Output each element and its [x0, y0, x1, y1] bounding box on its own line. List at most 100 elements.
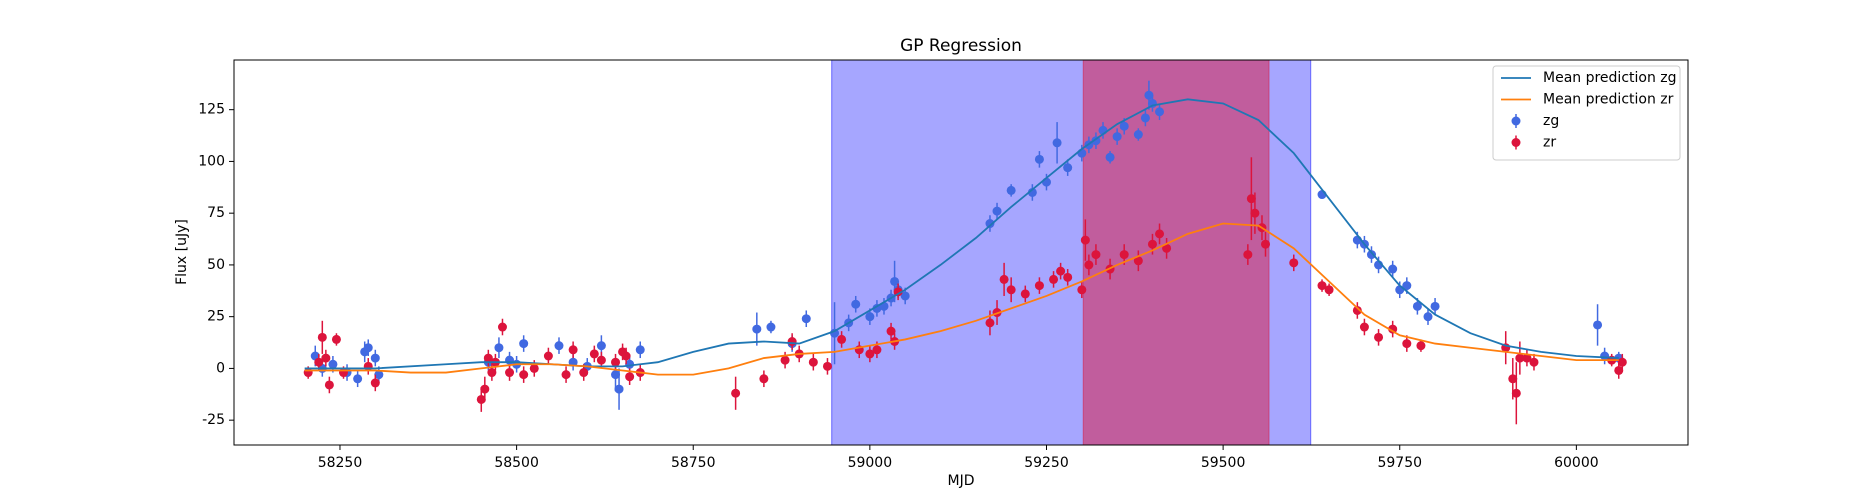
legend-marker: [1511, 138, 1521, 147]
data-point: [1388, 264, 1398, 274]
data-point: [363, 343, 373, 353]
data-point: [1020, 289, 1030, 299]
data-point: [872, 345, 882, 355]
data-point: [865, 312, 875, 322]
data-point: [1162, 243, 1172, 253]
data-point: [1388, 324, 1398, 334]
data-point: [321, 353, 331, 363]
data-point: [1027, 187, 1037, 197]
data-point: [1119, 250, 1129, 260]
data-point: [1261, 239, 1271, 249]
data-point: [1402, 339, 1412, 349]
data-point: [1155, 107, 1165, 117]
data-point: [611, 370, 621, 380]
data-point: [1105, 152, 1115, 162]
data-point: [1119, 121, 1129, 131]
legend: Mean prediction zg Mean prediction zr zg zr: [1492, 65, 1681, 161]
data-point: [476, 394, 486, 404]
x-tick-label: 58750: [671, 455, 716, 471]
plot-area: [303, 59, 1627, 446]
data-point: [317, 332, 327, 342]
legend-label: Mean prediction zr: [1543, 92, 1674, 108]
data-point: [611, 357, 621, 367]
data-point: [1056, 266, 1066, 276]
data-point: [497, 322, 507, 332]
data-point: [1529, 357, 1539, 367]
x-tick-label: 59750: [1377, 455, 1422, 471]
data-point: [621, 351, 631, 361]
data-point: [801, 314, 811, 324]
legend-marker: [1511, 116, 1521, 126]
data-point: [505, 368, 515, 378]
data-point: [1140, 113, 1150, 123]
data-point: [1515, 353, 1525, 363]
data-point: [1077, 285, 1087, 295]
data-point: [822, 361, 832, 371]
data-point: [900, 291, 910, 301]
data-point: [759, 374, 769, 384]
data-point: [370, 353, 380, 363]
mean-line: [304, 222, 1619, 376]
data-point: [370, 378, 380, 388]
data-point: [554, 341, 564, 351]
data-point: [579, 368, 589, 378]
data-point: [1155, 229, 1165, 239]
data-point: [1508, 374, 1518, 384]
data-point: [1617, 357, 1627, 367]
data-point: [830, 328, 840, 338]
data-point: [808, 357, 818, 367]
data-point: [1080, 235, 1090, 245]
data-point: [1423, 312, 1433, 322]
data-point: [1034, 154, 1044, 164]
data-point: [865, 349, 875, 359]
data-point: [1522, 353, 1532, 363]
data-point: [1034, 281, 1044, 291]
data-point: [985, 219, 995, 229]
data-point: [480, 384, 490, 394]
data-point: [752, 324, 762, 334]
data-point: [992, 206, 1002, 216]
data-point: [1317, 281, 1327, 291]
data-point: [543, 351, 553, 361]
data-point: [1250, 208, 1260, 218]
x-tick-label: 60000: [1554, 455, 1599, 471]
data-point: [1133, 256, 1143, 266]
y-tick-label: 0: [216, 360, 225, 376]
legend-label: Mean prediction zg: [1543, 70, 1677, 86]
data-point: [494, 343, 504, 353]
data-point: [1359, 322, 1369, 332]
data-point: [766, 322, 776, 332]
x-tick-label: 58250: [318, 455, 363, 471]
y-tick-label: 125: [198, 102, 225, 118]
data-point: [1416, 341, 1426, 351]
data-point: [1366, 250, 1376, 260]
data-point: [1374, 332, 1384, 342]
data-point: [568, 357, 578, 367]
x-tick-label: 59250: [1024, 455, 1069, 471]
legend-box: [1492, 65, 1681, 161]
data-point: [1084, 260, 1094, 270]
data-point: [999, 274, 1009, 284]
data-point: [596, 341, 606, 351]
data-point: [893, 287, 903, 297]
data-point: [1412, 301, 1422, 311]
shaded-span: [1082, 59, 1270, 446]
data-point: [1006, 285, 1016, 295]
data-point: [529, 363, 539, 373]
data-point: [890, 276, 900, 286]
data-point: [1049, 274, 1059, 284]
x-tick-label: 59500: [1201, 455, 1246, 471]
data-point: [985, 318, 995, 328]
data-point: [1511, 388, 1521, 398]
data-point: [837, 334, 847, 344]
data-point: [1133, 130, 1143, 140]
data-point: [363, 361, 373, 371]
data-point: [596, 355, 606, 365]
data-point: [314, 357, 324, 367]
y-tick-label: 100: [198, 153, 225, 169]
x-axis-label: MJD: [948, 473, 975, 489]
data-point: [483, 353, 493, 363]
data-point: [339, 368, 349, 378]
data-point: [1352, 305, 1362, 315]
data-point: [374, 370, 384, 380]
